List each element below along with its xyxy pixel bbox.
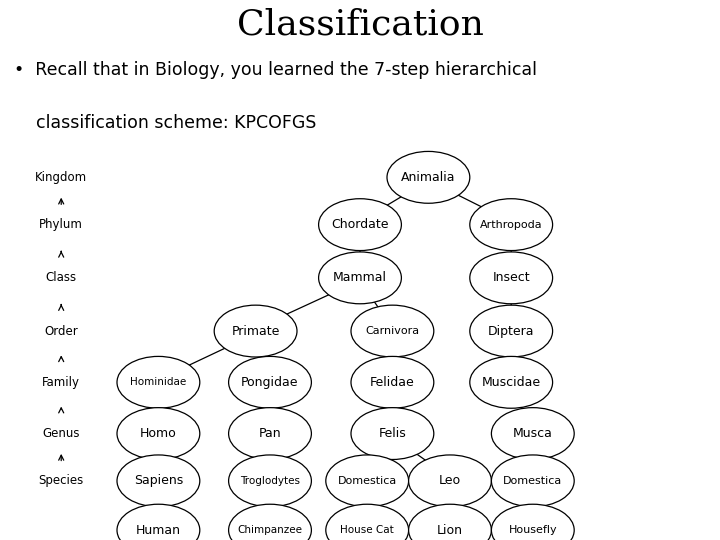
Text: Chordate: Chordate <box>331 218 389 231</box>
Text: Primate: Primate <box>231 325 280 338</box>
Text: Felidae: Felidae <box>370 376 415 389</box>
Text: House Cat: House Cat <box>341 525 394 535</box>
Ellipse shape <box>229 504 311 540</box>
Text: Housefly: Housefly <box>508 525 557 535</box>
Ellipse shape <box>229 408 311 460</box>
Ellipse shape <box>491 455 575 507</box>
Text: Human: Human <box>136 524 181 537</box>
Ellipse shape <box>469 252 553 304</box>
Text: Genus: Genus <box>42 427 80 440</box>
Ellipse shape <box>491 408 575 460</box>
Text: Pan: Pan <box>258 427 282 440</box>
Ellipse shape <box>409 504 492 540</box>
Text: •  Recall that in Biology, you learned the 7-step hierarchical: • Recall that in Biology, you learned th… <box>14 61 537 79</box>
Text: Phylum: Phylum <box>40 218 83 231</box>
Ellipse shape <box>117 408 200 460</box>
Text: Homo: Homo <box>140 427 177 440</box>
Ellipse shape <box>319 252 402 304</box>
Text: Diptera: Diptera <box>488 325 534 338</box>
Text: Class: Class <box>45 272 77 285</box>
Text: Muscidae: Muscidae <box>482 376 541 389</box>
Text: Sapiens: Sapiens <box>134 474 183 488</box>
Ellipse shape <box>325 455 409 507</box>
Ellipse shape <box>319 199 402 251</box>
Text: Troglodytes: Troglodytes <box>240 476 300 486</box>
Text: Family: Family <box>42 376 80 389</box>
Text: Felis: Felis <box>379 427 406 440</box>
Ellipse shape <box>351 356 433 408</box>
Text: Species: Species <box>39 474 84 488</box>
Ellipse shape <box>469 356 553 408</box>
Text: classification scheme: KPCOFGS: classification scheme: KPCOFGS <box>14 114 317 132</box>
Text: Order: Order <box>45 325 78 338</box>
Text: Classification: Classification <box>237 7 483 41</box>
Ellipse shape <box>491 504 575 540</box>
Ellipse shape <box>117 356 200 408</box>
Text: Arthropoda: Arthropoda <box>480 220 542 229</box>
Ellipse shape <box>229 356 311 408</box>
Text: Musca: Musca <box>513 427 553 440</box>
Text: Pongidae: Pongidae <box>241 376 299 389</box>
Ellipse shape <box>117 504 200 540</box>
Ellipse shape <box>469 199 553 251</box>
Ellipse shape <box>215 305 297 357</box>
Ellipse shape <box>409 455 492 507</box>
Text: Hominidae: Hominidae <box>130 377 186 387</box>
Text: Animalia: Animalia <box>401 171 456 184</box>
Text: Insect: Insect <box>492 272 530 285</box>
Text: Domestica: Domestica <box>338 476 397 486</box>
Ellipse shape <box>387 151 469 203</box>
Text: Chimpanzee: Chimpanzee <box>238 525 302 535</box>
Ellipse shape <box>229 455 311 507</box>
Text: Leo: Leo <box>439 474 461 488</box>
Ellipse shape <box>117 455 200 507</box>
Text: Domestica: Domestica <box>503 476 562 486</box>
Ellipse shape <box>351 408 433 460</box>
Text: Lion: Lion <box>437 524 463 537</box>
Ellipse shape <box>469 305 553 357</box>
Text: Carnivora: Carnivora <box>365 326 420 336</box>
Text: Kingdom: Kingdom <box>35 171 87 184</box>
Ellipse shape <box>325 504 409 540</box>
Ellipse shape <box>351 305 433 357</box>
Text: Mammal: Mammal <box>333 272 387 285</box>
